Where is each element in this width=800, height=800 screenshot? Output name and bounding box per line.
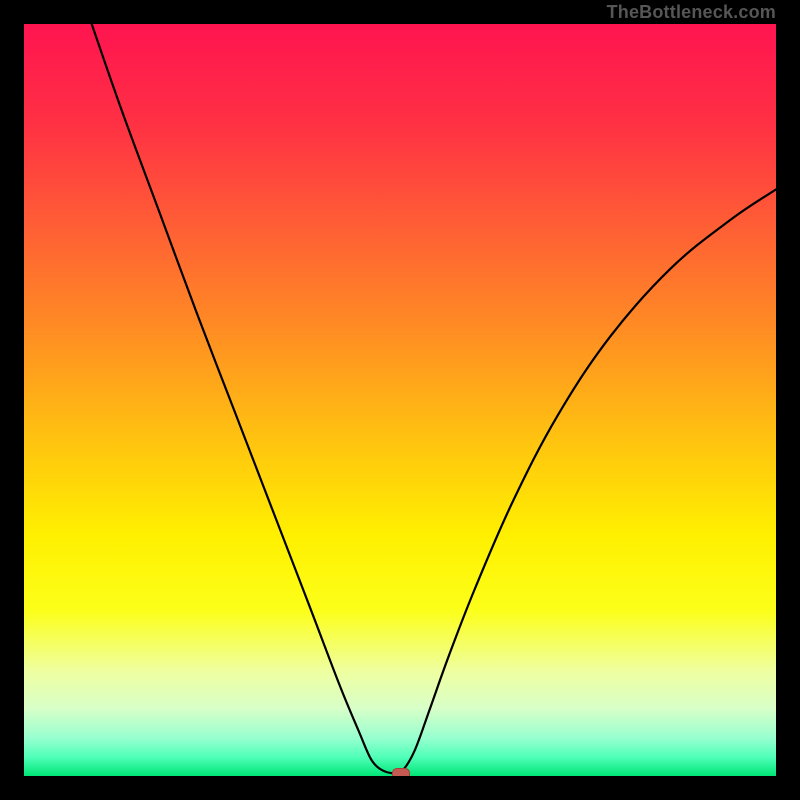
plot-area <box>24 24 776 776</box>
optimal-marker <box>392 768 409 776</box>
watermark-text: TheBottleneck.com <box>607 2 776 23</box>
bottleneck-curve <box>92 24 776 773</box>
outer-frame: TheBottleneck.com <box>0 0 800 800</box>
chart-svg <box>24 24 776 776</box>
